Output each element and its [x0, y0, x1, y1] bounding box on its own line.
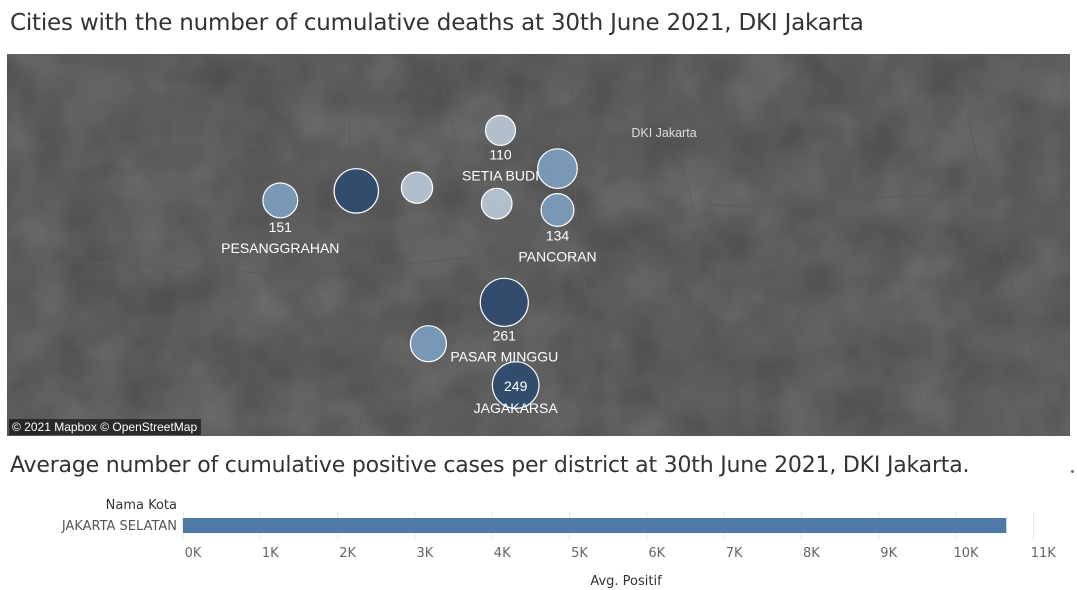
x-tick-label: 0K: [185, 546, 202, 561]
x-tick-label: 9K: [880, 546, 897, 561]
bubble-unlabeled-5[interactable]: [480, 187, 513, 220]
x-tick-label: 5K: [571, 546, 588, 561]
place-label: DKI Jakarta: [631, 126, 696, 140]
x-tick-label: 4K: [494, 546, 511, 561]
x-tick-label: 7K: [726, 546, 743, 561]
bubble-unlabeled-2[interactable]: [333, 168, 380, 214]
bubble-value-label: 249: [504, 378, 528, 394]
bubble-layer: 110 SETIA BUDI 151 PESANGGRAHAN 134 PANCORAN 2…: [221, 114, 597, 416]
category-header: Nama Kota: [106, 498, 177, 513]
bubble-unlabeled-1[interactable]: [537, 148, 578, 190]
x-tick-label: 2K: [339, 546, 356, 561]
bar-chart-title: Average number of cumulative positive ca…: [10, 453, 970, 478]
x-tick-label: 10K: [953, 546, 979, 561]
bubble-name-label: PESANGGRAHAN: [221, 240, 339, 256]
x-tick-label: 1K: [262, 546, 279, 561]
x-tick-label: 3K: [417, 546, 434, 561]
more-indicator: [1071, 470, 1074, 473]
bubble-setia-budi[interactable]: [484, 114, 517, 147]
map-title: Cities with the number of cumulative dea…: [10, 10, 864, 36]
bar-chart-panel: Nama Kota JAKARTA SELATAN 0K 1K 2K 3K 4K 5K 6K…: [0, 490, 1077, 590]
bubble-value-label: 261: [493, 327, 517, 343]
bubble-name-label: PASAR MINGGU: [450, 348, 558, 364]
x-tick-label: 6K: [648, 546, 665, 561]
bubble-value-label: 110: [489, 146, 512, 162]
bar-bars: [183, 518, 1007, 533]
bubble-name-label: PANCORAN: [518, 248, 596, 264]
bar-chart: Nama Kota JAKARTA SELATAN 0K 1K 2K 3K 4K 5K 6K…: [61, 498, 1057, 589]
bubble-pesanggrahan[interactable]: [262, 182, 299, 219]
bubble-pancoran[interactable]: [540, 193, 575, 228]
bubble-name-label: SETIA BUDI: [462, 167, 539, 183]
x-axis-label: Avg. Positif: [590, 574, 662, 589]
x-tick-label: 11K: [1031, 546, 1057, 561]
map-terrain: [7, 54, 1070, 436]
bar-jakarta-selatan[interactable]: [183, 518, 1007, 533]
map-panel[interactable]: 110 SETIA BUDI 151 PESANGGRAHAN 134 PANCORAN 2…: [7, 54, 1070, 436]
x-axis-ticks: 0K 1K 2K 3K 4K 5K 6K 7K 8K 9K 10K 11K: [185, 546, 1057, 561]
map-roads: [7, 54, 1070, 436]
bubble-unlabeled-8[interactable]: [409, 325, 447, 363]
x-tick-label: 8K: [803, 546, 820, 561]
bubble-pasar-minggu[interactable]: [479, 277, 529, 327]
bubble-value-label: 134: [546, 227, 570, 243]
map-attribution[interactable]: © 2021 Mapbox © OpenStreetMap: [9, 419, 202, 435]
bar-categories: JAKARTA SELATAN: [61, 519, 177, 534]
bubble-jagakarsa[interactable]: [491, 361, 540, 410]
bubble-name-label: JAGAKARSA: [474, 400, 559, 416]
category-label: JAKARTA SELATAN: [61, 519, 177, 534]
bubble-value-label: 151: [269, 219, 293, 235]
bubble-unlabeled-4[interactable]: [400, 171, 434, 204]
map-canvas[interactable]: 110 SETIA BUDI 151 PESANGGRAHAN 134 PANCORAN 2…: [7, 54, 1070, 436]
